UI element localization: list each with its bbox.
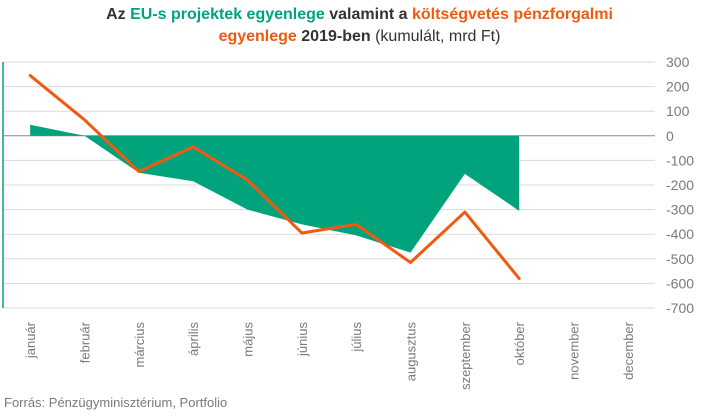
title-budget-series-end: egyenlege (218, 28, 297, 45)
budget-series-polyline (28, 74, 521, 280)
x-tick-label: június (295, 322, 310, 357)
x-tick-label: január (23, 321, 38, 359)
eu-series-area (30, 124, 520, 253)
title-year: 2019-ben (296, 28, 371, 45)
x-tick-label: november (567, 321, 582, 379)
y-tick-label: -200 (666, 177, 694, 193)
title-text-az: Az (106, 6, 131, 23)
title-eu-series: EU-s projektek egyenlege (130, 6, 325, 23)
y-tick-label: -600 (666, 275, 694, 291)
y-tick-label: -500 (666, 251, 694, 267)
title-unit: (kumulált, mrd Ft) (370, 28, 501, 45)
title-text-valamint: valamint a (324, 6, 412, 23)
eu-series-area-shape (30, 124, 520, 253)
x-tick-label: március (132, 322, 147, 368)
y-tick-label: 200 (666, 79, 690, 95)
source-note: Forrás: Pénzügyminisztérium, Portfolio (4, 395, 228, 410)
y-tick-label: 0 (666, 128, 674, 144)
y-tick-label: -100 (666, 152, 694, 168)
x-tick-label: április (186, 322, 201, 356)
y-tick-label: 100 (666, 103, 690, 119)
x-axis: január február március április május június jú… (23, 321, 636, 390)
y-tick-label: 300 (666, 54, 690, 70)
x-tick-label: július (349, 322, 364, 353)
budget-series-line (28, 74, 521, 280)
x-tick-label: december (621, 321, 636, 379)
title-budget-series: költségvetés pénzforgalmi (411, 6, 613, 23)
chart-title: Az EU-s projektek egyenlege valamint a k… (0, 4, 719, 48)
x-tick-label: október (512, 321, 527, 365)
title-line-2: egyenlege 2019-ben (kumulált, mrd Ft) (0, 26, 719, 48)
x-tick-label: február (78, 321, 93, 363)
x-tick-label: szeptember (458, 321, 473, 390)
title-line-1: Az EU-s projektek egyenlege valamint a k… (0, 4, 719, 26)
x-tick-label: május (241, 322, 256, 357)
y-axis: 300 200 100 0 -100 -200 -300 -400 -500 -600 -700 (666, 54, 694, 316)
y-tick-label: -700 (666, 300, 694, 316)
y-tick-label: -400 (666, 226, 694, 242)
y-tick-label: -300 (666, 202, 694, 218)
x-tick-label: augusztus (404, 322, 419, 382)
